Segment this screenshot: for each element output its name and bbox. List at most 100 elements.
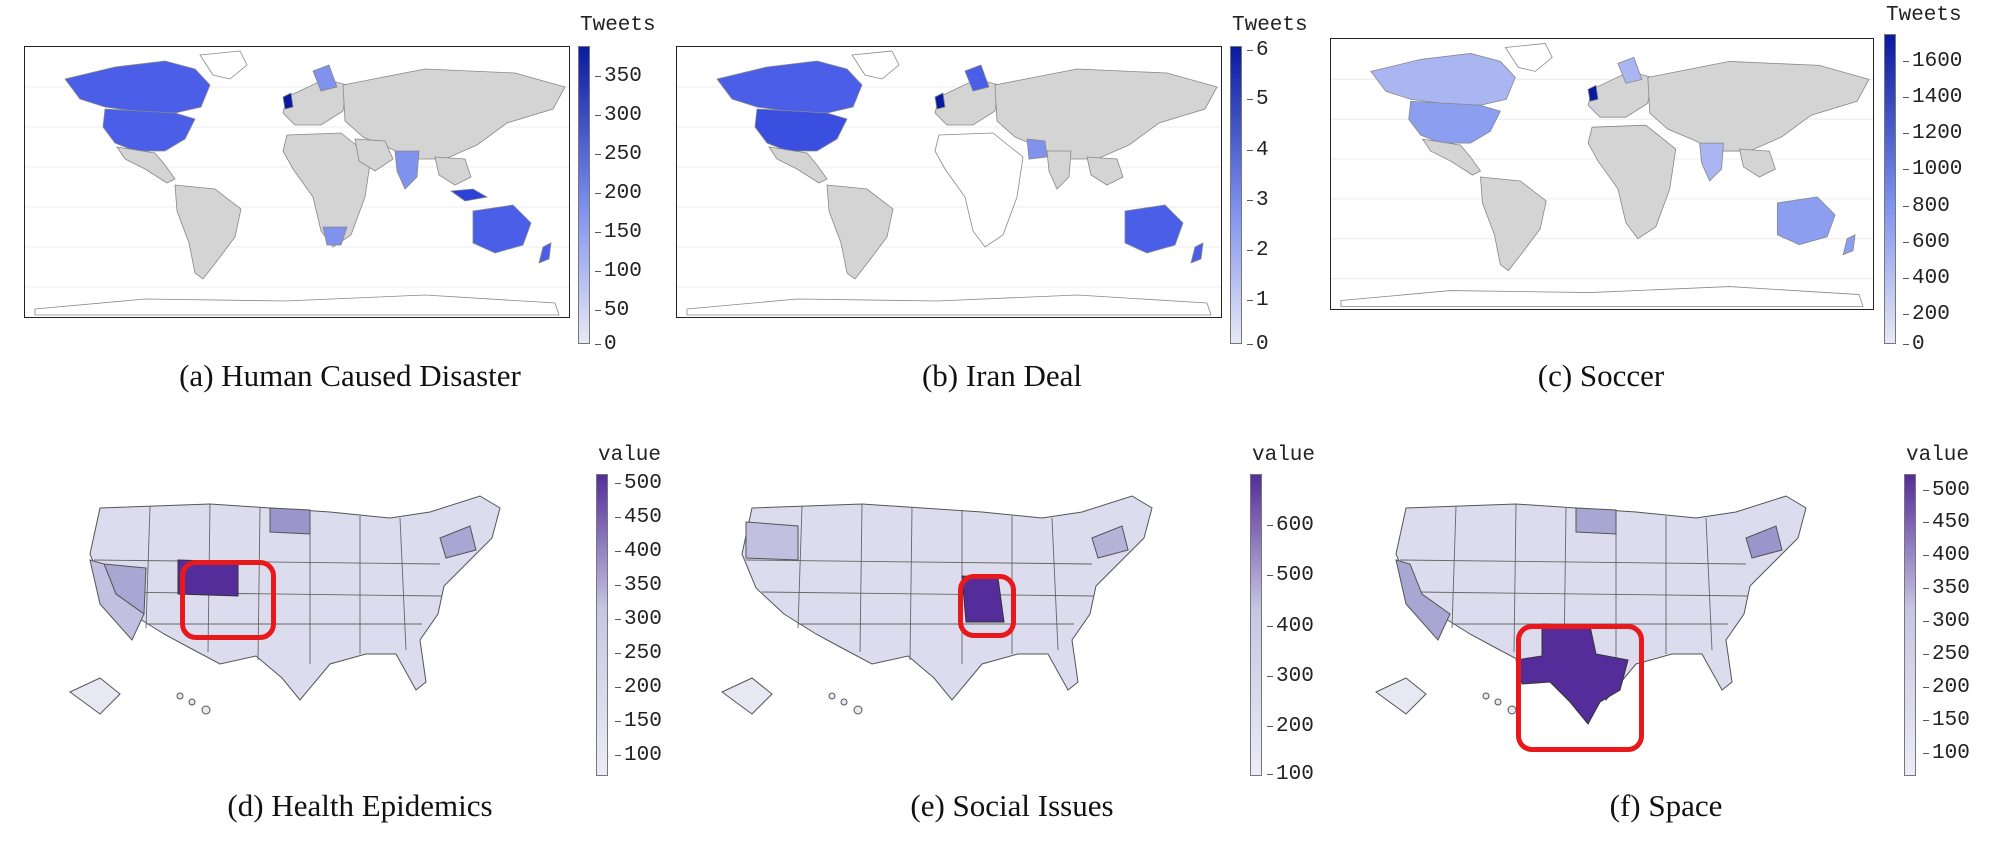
- south-america: [826, 184, 894, 280]
- world-map-soccer: [1330, 38, 1874, 310]
- tick: 300: [1923, 610, 1970, 633]
- colorbar: [1250, 474, 1262, 776]
- scandinavia: [964, 64, 990, 92]
- highlight-box: [958, 574, 1016, 638]
- world-map-svg: [677, 50, 1221, 316]
- australia: [1776, 196, 1836, 246]
- tick: 1000: [1902, 158, 1963, 181]
- south-america: [1480, 176, 1547, 272]
- tick: 200: [1903, 303, 1950, 326]
- colorbar: [1230, 46, 1242, 344]
- california: [1395, 559, 1451, 641]
- oregon: [745, 521, 799, 561]
- south-africa: [322, 226, 348, 246]
- us-map-health-epidemics: [60, 464, 520, 764]
- uk: [282, 92, 294, 110]
- africa: [934, 132, 1024, 248]
- world-map-svg: [1331, 43, 1873, 307]
- tick: 400: [1923, 544, 1970, 567]
- india: [1699, 142, 1724, 182]
- australia: [1124, 204, 1184, 254]
- us-map-svg: [1375, 495, 1807, 725]
- new-zealand: [538, 242, 552, 264]
- mexico-central-america: [1421, 138, 1482, 176]
- se-asia: [434, 156, 472, 186]
- highlight-box: [1516, 624, 1644, 752]
- tick: 250: [615, 642, 662, 665]
- india: [394, 150, 420, 190]
- tick: 100: [615, 744, 662, 767]
- tick: 4: [1247, 139, 1269, 162]
- legend-title: Tweets: [580, 14, 656, 37]
- canada: [716, 60, 863, 114]
- caption: (d) Health Epidemics: [227, 788, 493, 823]
- tick: 200: [595, 182, 642, 205]
- world-map-iran-deal: [676, 46, 1222, 318]
- tick: 1600: [1902, 50, 1963, 73]
- scandinavia: [1617, 56, 1643, 84]
- new-york: [1745, 525, 1783, 559]
- south-america: [174, 184, 242, 280]
- tick: 350: [595, 65, 642, 88]
- tick: 300: [595, 104, 642, 127]
- legend-title: value: [1252, 444, 1316, 467]
- tick: 150: [615, 710, 662, 733]
- north-dakota: [269, 507, 311, 535]
- usa: [754, 108, 848, 152]
- legend-title: Tweets: [1886, 4, 1962, 27]
- new-zealand: [1842, 234, 1856, 256]
- tick: 450: [1923, 511, 1970, 534]
- canada: [1370, 53, 1516, 106]
- tick: 6: [1247, 39, 1269, 62]
- colorbar: [596, 474, 608, 776]
- iran: [1026, 138, 1048, 160]
- us-map-social-issues: [712, 464, 1172, 764]
- usa: [102, 108, 196, 152]
- tick: 800: [1903, 195, 1950, 218]
- scandinavia: [312, 64, 338, 92]
- tick: 0: [1903, 333, 1925, 356]
- tick: 500: [1923, 479, 1970, 502]
- russia-asia: [1647, 61, 1870, 152]
- tick: 600: [1903, 231, 1950, 254]
- tick: 300: [615, 608, 662, 631]
- north-dakota: [1575, 507, 1617, 535]
- us-map-svg: [69, 495, 501, 715]
- tick: 2: [1247, 239, 1269, 262]
- tick: 450: [615, 506, 662, 529]
- antarctica: [1340, 286, 1864, 307]
- colorbar: [1904, 474, 1916, 776]
- tick: 100: [595, 260, 642, 283]
- uk: [934, 92, 946, 110]
- australia: [472, 204, 532, 254]
- highlight-box: [180, 560, 276, 640]
- tick: 600: [1267, 514, 1314, 537]
- middle-east: [354, 138, 394, 172]
- california: [89, 559, 145, 641]
- tick: 400: [615, 540, 662, 563]
- world-map-human-caused-disaster: [24, 46, 570, 318]
- caption: (b) Iran Deal: [921, 358, 1083, 393]
- colorbar: [578, 46, 590, 344]
- tick: 200: [1923, 676, 1970, 699]
- tick: 100: [1267, 763, 1314, 786]
- tick: 0: [595, 333, 617, 356]
- legend-title: Tweets: [1232, 14, 1308, 37]
- uk: [1587, 84, 1599, 102]
- colorbar: [1884, 34, 1896, 344]
- antarctica: [686, 294, 1212, 316]
- tick: 5: [1247, 88, 1269, 111]
- new-york: [1091, 525, 1129, 559]
- tick: 3: [1247, 189, 1269, 212]
- mexico-central-america: [116, 146, 176, 184]
- new-york: [439, 525, 477, 559]
- antarctica: [34, 294, 560, 316]
- greenland: [851, 50, 900, 80]
- tick: 500: [1267, 564, 1314, 587]
- us-map-svg: [721, 495, 1153, 715]
- russia-asia: [342, 68, 566, 160]
- tick: 1200: [1902, 122, 1963, 145]
- se-asia: [1086, 156, 1124, 186]
- caption: (f) Space: [1609, 788, 1723, 823]
- tick: 350: [1923, 577, 1970, 600]
